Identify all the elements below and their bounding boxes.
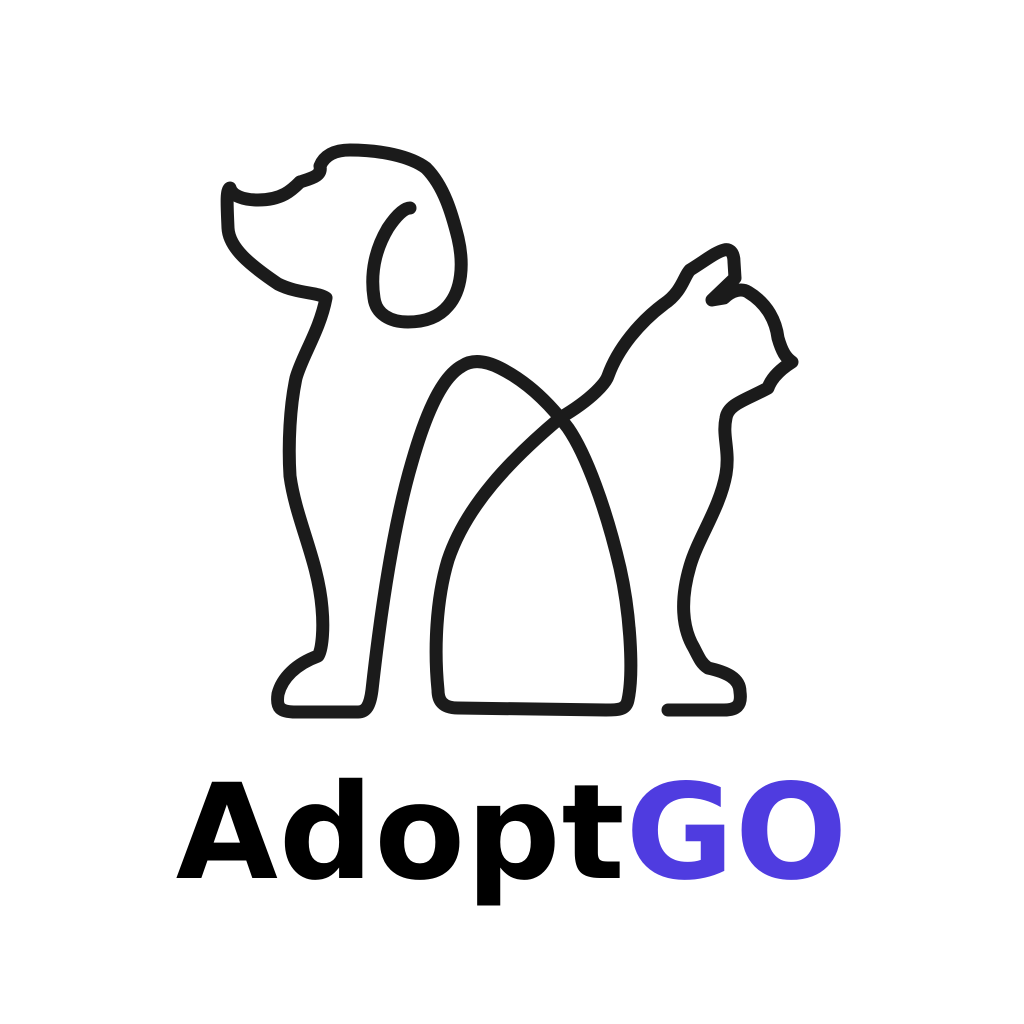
dog-body-outline (220, 175, 799, 719)
logo-wordmark: AdoptGO (0, 758, 1024, 908)
dog-and-cat-outline-icon (220, 143, 799, 719)
wordmark-go: GO (625, 756, 849, 910)
dog-head-outline (293, 143, 468, 329)
wordmark-adopt: Adopt (175, 756, 626, 910)
